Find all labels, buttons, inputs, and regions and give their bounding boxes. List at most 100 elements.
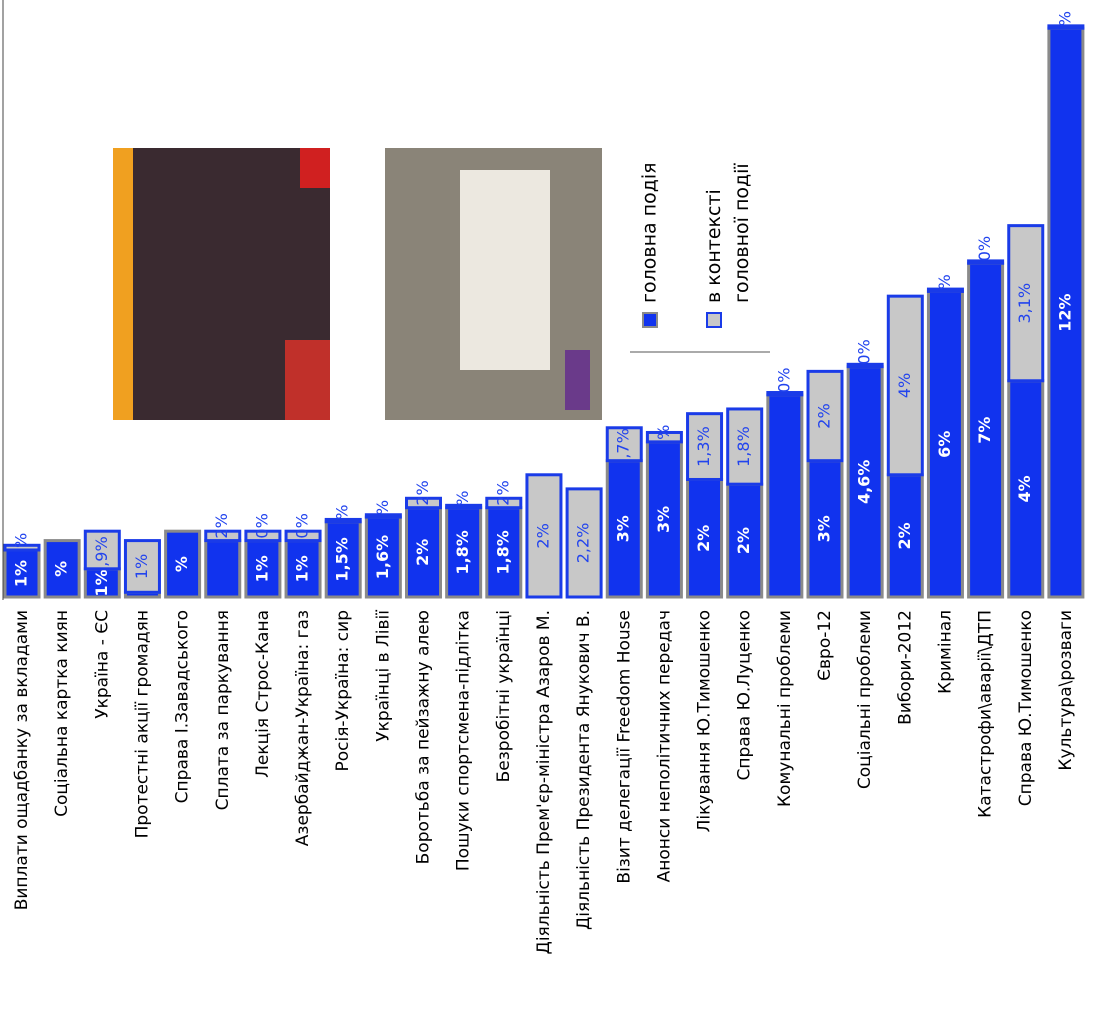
- bar-segment: [766, 393, 804, 599]
- bar-segment: [324, 520, 362, 599]
- bar-segment: [806, 459, 844, 599]
- bar-segment: [43, 539, 81, 599]
- x-tick-label: Боротьба за пейзажну алею: [414, 610, 434, 864]
- x-tick-label: Україна - ЄС: [92, 610, 112, 719]
- data-label: %: [12, 533, 31, 548]
- bar-segment: [1047, 26, 1085, 599]
- x-tick-label: Діяльність Президента Янукович В.: [574, 610, 594, 930]
- data-label: 0%: [975, 236, 994, 261]
- data-label: 0%: [252, 513, 271, 538]
- bar-segment: [726, 482, 764, 599]
- legend-label: в контексті головної події: [703, 163, 753, 303]
- data-label: 2%: [493, 480, 512, 505]
- data-label: 3%: [815, 515, 834, 542]
- x-tick-label: Росія-Україна: сир: [333, 610, 353, 772]
- data-label: 3%: [654, 506, 673, 533]
- photo: [113, 148, 330, 420]
- data-label: 2%: [413, 480, 432, 505]
- data-label: %: [935, 274, 954, 289]
- bar-segment: [284, 539, 322, 599]
- bar-segment: [967, 259, 1005, 265]
- bar-segment: [3, 543, 41, 552]
- bar-segment: [926, 287, 964, 293]
- bar-segment: [324, 517, 362, 524]
- data-label: 1%: [92, 569, 111, 596]
- x-tick-label: Протестні акції громадян: [132, 610, 152, 838]
- x-tick-label: Соціальна картка киян: [52, 610, 72, 817]
- bar-segment: [244, 529, 282, 543]
- bar-segment: [525, 473, 563, 599]
- x-tick-label: Сплата за паркування: [213, 610, 233, 810]
- legend-swatch: [642, 312, 658, 328]
- bar-segment: [164, 529, 202, 599]
- x-tick-label: Безробітні українці: [494, 610, 514, 782]
- bar-segment: [1007, 379, 1045, 599]
- x-tick-label: Лікування Ю.Тимошенко: [695, 610, 715, 832]
- data-label: 2%: [212, 513, 231, 538]
- bar-segment: [83, 529, 121, 571]
- data-label: 0%: [293, 513, 312, 538]
- data-label: %: [172, 556, 191, 572]
- data-label: 1%: [132, 554, 151, 579]
- bar-segment: [83, 567, 121, 599]
- x-tick-label: Соціальні проблеми: [855, 610, 875, 789]
- bar-segment: [686, 412, 724, 481]
- bar-segment: [1047, 24, 1085, 30]
- data-label: 6%: [935, 431, 954, 458]
- x-tick-label: Кримінал: [935, 610, 955, 694]
- bar-segment: [886, 294, 924, 477]
- bar-segment: [204, 539, 242, 599]
- x-tick-label: Євро-12: [815, 610, 835, 681]
- x-tick-label: Пошуки спортсмена-підлітка: [454, 610, 474, 871]
- x-tick-label: Справа І.Завадського: [173, 610, 193, 803]
- data-label: 1%: [12, 560, 31, 587]
- x-tick-label: Візит делегації Freedom House: [614, 610, 634, 884]
- x-tick-label: Лекція Строс-Кана: [253, 610, 273, 778]
- x-tick-label: Культура\розваги: [1056, 610, 1076, 771]
- x-tick-label: Анонси неполітичних передач: [654, 610, 674, 882]
- bar-segment: [605, 426, 643, 463]
- data-label: 1,3%: [694, 426, 713, 467]
- x-tick-label: Катастрофи\аварії\ДТП: [976, 610, 996, 818]
- bar-segment: [846, 365, 884, 599]
- x-tick-label: Вибори-2012: [895, 610, 915, 725]
- data-label: 7%: [975, 417, 994, 444]
- data-label: 2%: [815, 403, 834, 428]
- data-label: %: [1055, 11, 1074, 26]
- data-label: 2%: [533, 523, 552, 548]
- data-label: 12%: [1055, 293, 1074, 331]
- data-label: 2,2%: [574, 523, 593, 564]
- bar-segment: [204, 529, 242, 543]
- bar-segment: [1007, 224, 1045, 383]
- bar-segment: [405, 506, 442, 599]
- data-label: 2%: [413, 539, 432, 566]
- bar-segment: [806, 369, 844, 463]
- x-tick-label: Виплати ощадбанку за вкладами: [12, 610, 32, 910]
- data-label: 3,1%: [1015, 283, 1034, 324]
- legend-label: головна подія: [639, 162, 661, 303]
- x-tick-label: Справа Ю.Луценко: [735, 610, 755, 780]
- data-label: 1,5%: [333, 537, 352, 581]
- data-label: 4%: [895, 373, 914, 398]
- data-label: ,7%: [614, 428, 633, 458]
- x-tick-label: Комунальні проблеми: [775, 610, 795, 807]
- data-label: %: [52, 561, 71, 577]
- data-label: 1%: [293, 555, 312, 582]
- data-label: 4,6%: [855, 460, 874, 504]
- bar-segment: [364, 513, 402, 519]
- data-label: ,9%: [92, 536, 111, 566]
- data-label: 1%: [252, 555, 271, 582]
- x-tick-label: Діяльність Прем'єр-міністра Азаров М.: [534, 610, 554, 954]
- x-tick-label: Українці в Лівії: [373, 610, 393, 742]
- bar-segment: [284, 529, 322, 543]
- bar-segment: [485, 506, 523, 599]
- data-label: %: [453, 490, 472, 505]
- data-label: 2%: [694, 525, 713, 552]
- bar-segment: [846, 362, 884, 369]
- data-label: 1,8%: [493, 530, 512, 574]
- data-label: 2%: [734, 527, 753, 554]
- data-label: 2%: [895, 522, 914, 549]
- x-tick-label: Азербайджан-Україна: газ: [293, 610, 313, 846]
- data-label: 0%: [774, 367, 793, 392]
